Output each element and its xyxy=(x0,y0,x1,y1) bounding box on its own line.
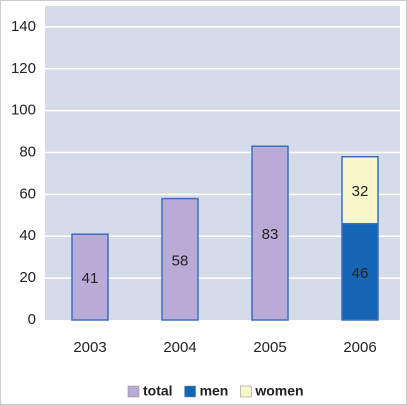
legend-label: total xyxy=(143,383,173,399)
x-tick-label: 2004 xyxy=(163,339,196,356)
data-label: 41 xyxy=(82,270,99,287)
y-tick-label: 100 xyxy=(11,102,36,119)
legend-swatch xyxy=(184,385,196,398)
y-tick-label: 0 xyxy=(28,311,36,328)
x-tick-label: 2005 xyxy=(253,339,286,356)
data-label: 83 xyxy=(262,226,279,243)
y-tick-label: 60 xyxy=(19,185,36,202)
bar xyxy=(161,197,199,321)
bar xyxy=(341,222,379,321)
x-tick-label: 2006 xyxy=(343,339,376,356)
legend-label: women xyxy=(254,383,303,399)
data-label: 58 xyxy=(172,252,189,269)
legend-swatch xyxy=(240,385,252,398)
y-tick-label: 20 xyxy=(19,269,36,286)
y-tick-label: 140 xyxy=(11,18,36,35)
bar xyxy=(251,145,289,321)
data-label: 32 xyxy=(352,183,369,200)
legend-label: men xyxy=(200,383,229,399)
bar xyxy=(71,233,109,321)
x-tick-label: 2003 xyxy=(73,339,106,356)
y-tick-label: 40 xyxy=(19,227,36,244)
y-tick-label: 120 xyxy=(11,60,36,77)
data-label: 46 xyxy=(352,265,369,282)
bar xyxy=(341,155,379,225)
y-tick-label: 80 xyxy=(19,144,36,161)
legend-swatch xyxy=(127,385,140,398)
